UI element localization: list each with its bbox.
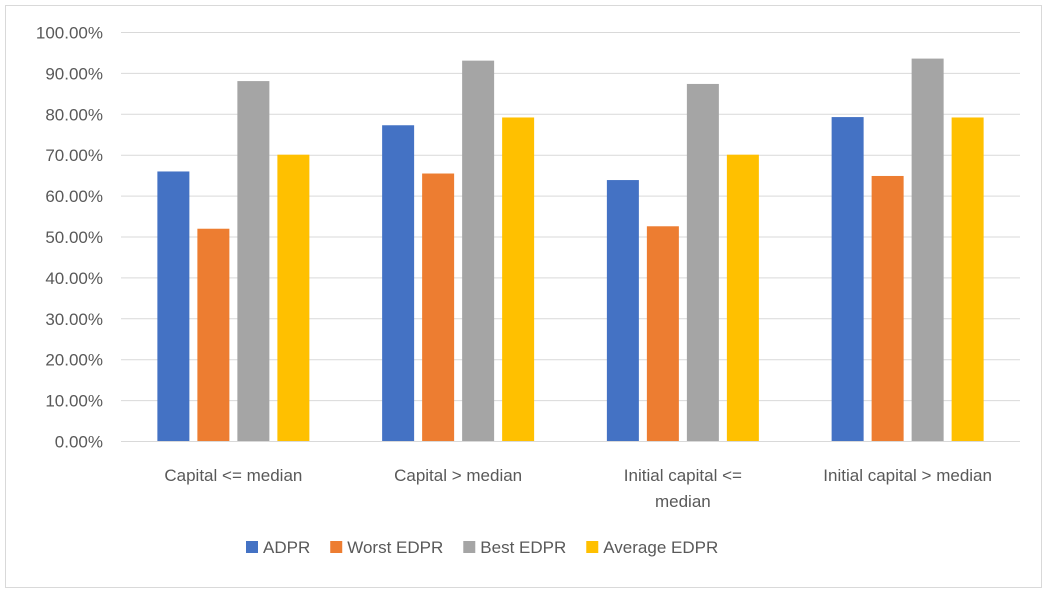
y-tick-label: 40.00% xyxy=(45,269,103,288)
y-tick-label: 30.00% xyxy=(45,310,103,329)
bar-average-edpr xyxy=(726,154,759,441)
x-tick-label: Initial capital <= xyxy=(624,466,742,485)
x-tick-label: Initial capital > median xyxy=(823,466,992,485)
y-tick-label: 20.00% xyxy=(45,351,103,370)
y-tick-label: 10.00% xyxy=(45,392,103,411)
legend-swatch xyxy=(586,541,599,553)
legend-swatch xyxy=(246,541,258,553)
y-tick-label: 50.00% xyxy=(45,228,103,247)
bar-worst-edpr xyxy=(422,173,455,441)
y-tick-label: 60.00% xyxy=(45,187,103,206)
y-axis-ticks: 0.00% 10.00% 20.00% 30.00% 40.00% 50.00% 60.00… xyxy=(36,24,103,452)
legend-item-worst-edpr: Worst EDPR xyxy=(330,538,443,557)
bar-best-edpr xyxy=(237,81,270,441)
legend-item-best-edpr: Best EDPR xyxy=(463,538,566,557)
gridlines xyxy=(121,32,1020,442)
legend-label: Worst EDPR xyxy=(347,538,443,557)
bar-worst-edpr xyxy=(197,228,230,441)
legend-item-average-edpr: Average EDPR xyxy=(586,538,718,557)
bar-best-edpr xyxy=(686,83,719,442)
legend-label: Best EDPR xyxy=(480,538,566,557)
y-tick-label: 100.00% xyxy=(36,24,103,43)
bar-chart: 0.00% 10.00% 20.00% 30.00% 40.00% 50.00% 60.00… xyxy=(36,24,1020,557)
x-axis-ticks: Capital <= median Capital > median Initial… xyxy=(164,466,992,511)
legend-swatch xyxy=(330,541,343,553)
bar-worst-edpr xyxy=(871,175,904,441)
bar-average-edpr xyxy=(951,117,984,441)
legend-swatch xyxy=(463,541,476,553)
bar-adpr xyxy=(606,180,639,442)
x-tick-label: Capital > median xyxy=(394,466,522,485)
chart-frame: 0.00% 10.00% 20.00% 30.00% 40.00% 50.00% 60.00… xyxy=(5,5,1042,588)
x-tick-label: Capital <= median xyxy=(164,466,302,485)
bar-average-edpr xyxy=(277,154,310,441)
bar-adpr xyxy=(382,125,415,441)
legend-item-adpr: ADPR xyxy=(246,538,310,557)
legend-label: Average EDPR xyxy=(603,538,718,557)
y-tick-label: 80.00% xyxy=(45,105,103,124)
bar-worst-edpr xyxy=(646,226,679,441)
bar-best-edpr xyxy=(911,58,944,442)
bar-adpr xyxy=(831,117,864,442)
x-tick-label: median xyxy=(655,492,711,511)
bar-best-edpr xyxy=(462,60,495,441)
bars xyxy=(157,58,984,442)
y-tick-label: 0.00% xyxy=(55,433,103,452)
bar-adpr xyxy=(157,171,190,441)
legend: ADPR Worst EDPR Best EDPR Average EDPR xyxy=(246,538,718,557)
bar-average-edpr xyxy=(502,117,535,441)
legend-label: ADPR xyxy=(263,538,310,557)
y-tick-label: 70.00% xyxy=(45,146,103,165)
y-tick-label: 90.00% xyxy=(45,64,103,83)
